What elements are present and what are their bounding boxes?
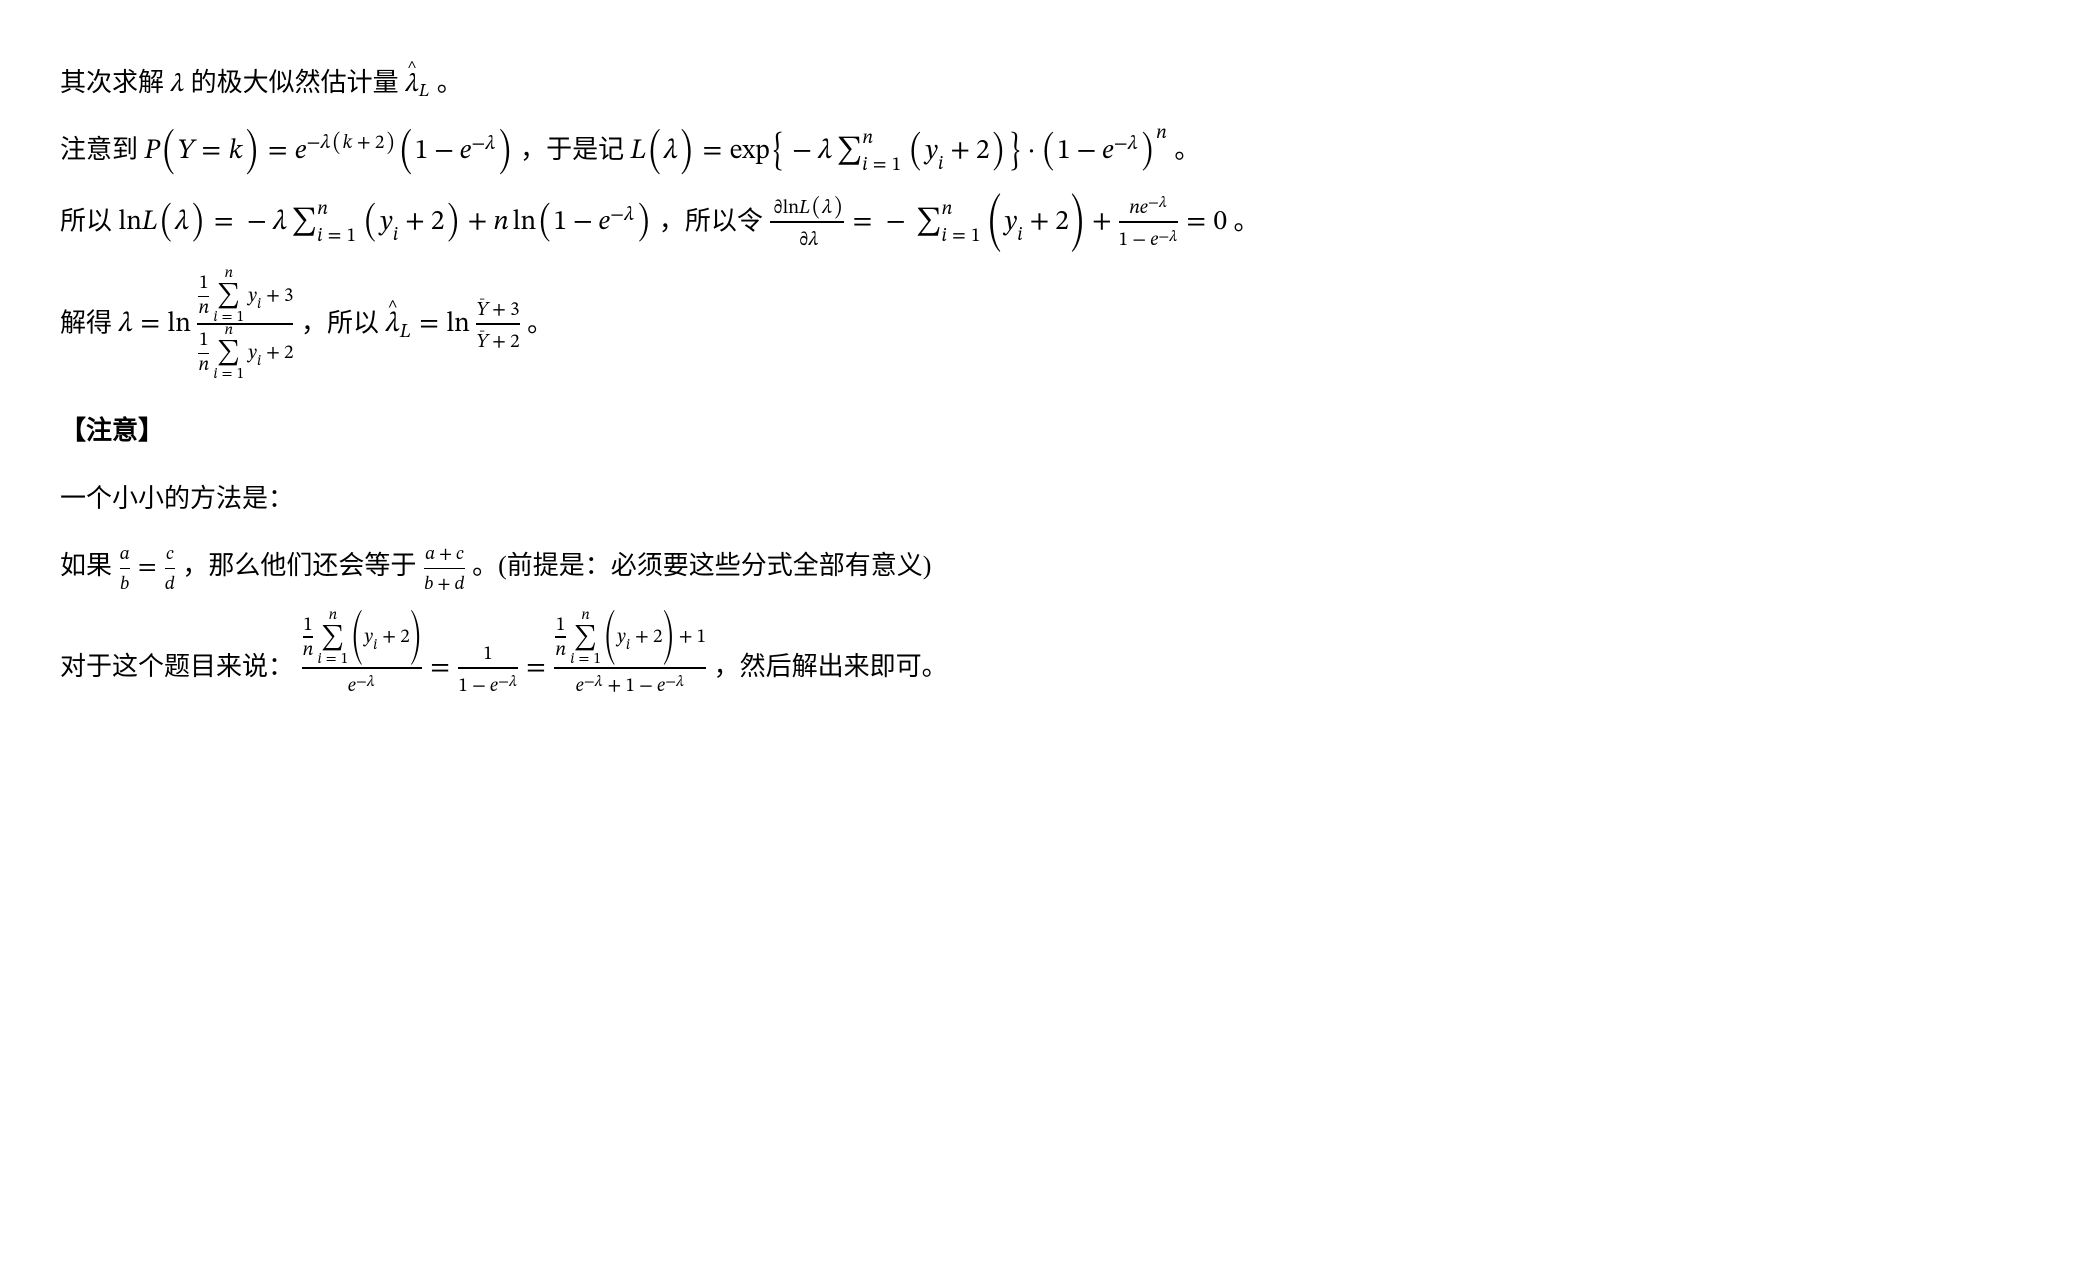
para-2: 注意到 P(Y=k) = e−λ(k+2) (1−e−λ) ，于是记 L(λ)=… bbox=[60, 125, 2019, 174]
para-5: 一个小小的方法是： bbox=[60, 474, 2019, 523]
p6-eq2: a+cb+d bbox=[423, 549, 466, 591]
p6-mid2: 。(前提是：必须要这些分式全部有意义) bbox=[472, 551, 931, 580]
p2-pre: 注意到 bbox=[60, 135, 145, 164]
note-heading: 【注意】 bbox=[60, 406, 2019, 455]
p4-pre: 解得 bbox=[60, 308, 119, 337]
p3-mid1: ，所以令 bbox=[659, 206, 770, 235]
para-6: 如果 ab=cd ，那么他们还会等于 a+cb+d 。(前提是：必须要这些分式全… bbox=[60, 541, 2019, 591]
para-4: 解得 λ=ln 1n ∑i=1n yi+3 1n ∑i=1n yi+2 ，所以 … bbox=[60, 270, 2019, 379]
p7-eq: 1n ∑i=1n (yi+2) e−λ = 1 1−e−λ = 1n ∑i=1n… bbox=[301, 609, 708, 693]
p3-eq2: ∂ln⁡L(λ) ∂λ = − ∑i=1n (yi+2) + ne−λ 1−e−… bbox=[769, 193, 1227, 252]
p1-mid: 的极大似然估计量 bbox=[191, 68, 406, 97]
p1-pre: 其次求解 bbox=[60, 68, 171, 97]
p4-eq1: λ=ln 1n ∑i=1n yi+3 1n ∑i=1n yi+2 bbox=[119, 270, 295, 379]
p4-eq2: λ^L =ln Y¯+3 Y¯+2 bbox=[386, 298, 521, 350]
p7-pre: 对于这个题目来说： bbox=[60, 652, 294, 681]
p2-end: 。 bbox=[1174, 135, 1200, 164]
p1-lambda-hat-L: λ^L bbox=[405, 59, 430, 97]
p6-pre: 如果 bbox=[60, 551, 119, 580]
p2-eq2: L(λ)= exp { −λ ∑i=1n (yi+2) } · (1−e−λ) … bbox=[631, 128, 1168, 175]
p7-end: ，然后解出来即可。 bbox=[714, 652, 948, 681]
para-7: 对于这个题目来说： 1n ∑i=1n (yi+2) e−λ = 1 1−e−λ … bbox=[60, 609, 2019, 693]
p2-mid1: ，于是记 bbox=[520, 135, 631, 164]
p3-eq1: ln⁡L(λ) = −λ ∑i=1n (yi+2) +nln (1−e−λ) bbox=[119, 202, 653, 242]
p1-end: 。 bbox=[437, 68, 463, 97]
p6-eq1: ab=cd bbox=[119, 550, 176, 589]
p6-mid1: ，那么他们还会等于 bbox=[182, 551, 423, 580]
p4-end: 。 bbox=[527, 308, 553, 337]
p2-eq1: P(Y=k) = e−λ(k+2) (1−e−λ) bbox=[145, 128, 514, 175]
para-1: 其次求解 λ 的极大似然估计量 λ^L 。 bbox=[60, 58, 2019, 107]
p3-pre: 所以 bbox=[60, 206, 119, 235]
p3-end: 。 bbox=[1234, 206, 1260, 235]
p4-mid1: ，所以 bbox=[301, 308, 386, 337]
p1-lambda: λ bbox=[171, 72, 185, 91]
para-3: 所以 ln⁡L(λ) = −λ ∑i=1n (yi+2) +nln (1−e−λ… bbox=[60, 193, 2019, 252]
